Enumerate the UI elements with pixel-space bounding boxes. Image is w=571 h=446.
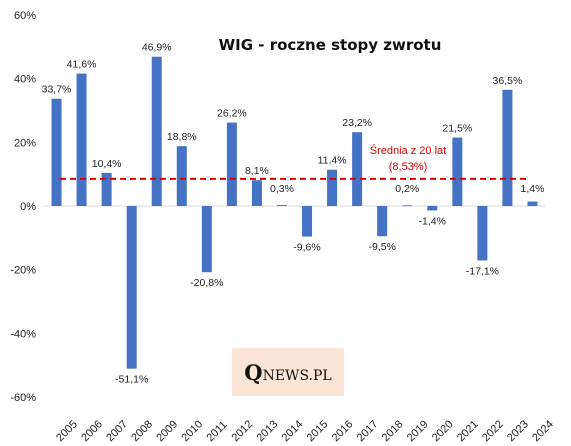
logo-q: Q (244, 360, 262, 385)
bar-2013 (251, 180, 262, 206)
bars (51, 56, 538, 369)
x-tick-label-2016: 2016 (330, 418, 356, 444)
x-tick-label-2021: 2021 (455, 418, 481, 444)
x-tick-label-2022: 2022 (480, 418, 506, 444)
data-label-2010: 18,8% (167, 131, 197, 143)
x-tick-label-2015: 2015 (305, 418, 331, 444)
data-label-2021: 21,5% (442, 123, 472, 135)
x-tick-label-2024: 2024 (530, 418, 556, 444)
data-label-2019: 0,2% (395, 183, 419, 195)
bar-2021 (452, 137, 463, 206)
x-tick-label-2023: 2023 (505, 418, 531, 444)
bar-2017 (352, 132, 363, 206)
bar-2008 (126, 206, 137, 369)
bar-2010 (176, 146, 187, 206)
data-label-2009: 46,9% (142, 42, 172, 54)
x-tick-label-2010: 2010 (179, 418, 205, 444)
data-label-2013: 8,1% (245, 165, 269, 177)
bar-2005 (51, 98, 62, 206)
bar-2022 (477, 206, 488, 261)
bar-2019 (402, 205, 413, 207)
x-tick-label-2006: 2006 (79, 418, 105, 444)
y-tick-label: -60% (10, 392, 36, 404)
bar-2020 (427, 206, 438, 211)
bar-2016 (327, 169, 338, 206)
bar-2024 (527, 201, 538, 206)
data-label-2008: -51,1% (115, 374, 148, 386)
x-tick-label-2012: 2012 (230, 418, 256, 444)
logo-text: QNEWS.PL (244, 360, 331, 385)
bar-2014 (276, 205, 287, 206)
y-tick-label: 0% (20, 201, 36, 213)
bar-2018 (377, 206, 388, 237)
y-tick-label: 40% (14, 74, 36, 86)
x-tick-label-2018: 2018 (380, 418, 406, 444)
data-label-2023: 36,5% (493, 75, 523, 87)
x-tick-label-2013: 2013 (255, 418, 281, 444)
qnews-logo: QNEWS.PL (232, 348, 344, 396)
logo-rest: NEWS.PL (263, 368, 332, 384)
y-tick-label: 20% (14, 137, 36, 149)
x-tick-label-2009: 2009 (154, 418, 180, 444)
data-label-2012: 26,2% (217, 108, 247, 120)
data-label-2024: 1,4% (521, 183, 545, 195)
average-label-line1: Średnia z 20 lat (370, 144, 446, 157)
data-label-2014: 0,3% (270, 183, 294, 195)
y-tick-label: 60% (14, 10, 36, 22)
y-tick-label: -20% (10, 265, 36, 277)
data-label-2007: 10,4% (92, 158, 122, 170)
bar-2007 (101, 172, 112, 206)
data-label-2005: 33,7% (42, 84, 72, 96)
logo-background (232, 348, 344, 396)
x-tick-label-2008: 2008 (129, 418, 155, 444)
data-label-2018: -9,5% (368, 241, 395, 253)
x-tick-label-2017: 2017 (355, 418, 381, 444)
average-label-line2: (8,53%) (389, 161, 428, 173)
y-tick-label: -40% (10, 328, 36, 340)
data-label-2015: -9,6% (293, 242, 320, 254)
x-tick-label-2005: 2005 (54, 418, 80, 444)
x-tick-label-2020: 2020 (430, 418, 456, 444)
bar-2015 (302, 206, 313, 237)
bar-2011 (201, 206, 212, 273)
data-label-2016: 11,4% (318, 155, 347, 167)
data-label-2022: -17,1% (466, 265, 499, 277)
x-tick-label-2007: 2007 (104, 418, 130, 444)
x-tick-label-2019: 2019 (405, 418, 431, 444)
bar-2009 (151, 56, 162, 207)
x-tick-label-2014: 2014 (280, 418, 306, 444)
data-label-2006: 41,6% (67, 59, 97, 71)
data-label-2017: 23,2% (342, 117, 372, 129)
bar-2012 (226, 122, 237, 206)
bar-2006 (76, 73, 87, 206)
chart-title: WIG - roczne stopy zwrotu (219, 36, 442, 54)
data-label-2011: -20,8% (190, 277, 223, 289)
x-tick-label-2011: 2011 (204, 419, 229, 444)
x-axis: 2005 2006 2007 2008 2009 2010 2011 2012 2013 2014… (54, 418, 556, 444)
bar-labels: 33,7% 41,6% 10,4% -51,1% 46,9% 18,8% -20,8% 26,… (42, 42, 545, 386)
data-label-2020: -1,4% (419, 215, 446, 227)
bar-2023 (502, 89, 513, 206)
